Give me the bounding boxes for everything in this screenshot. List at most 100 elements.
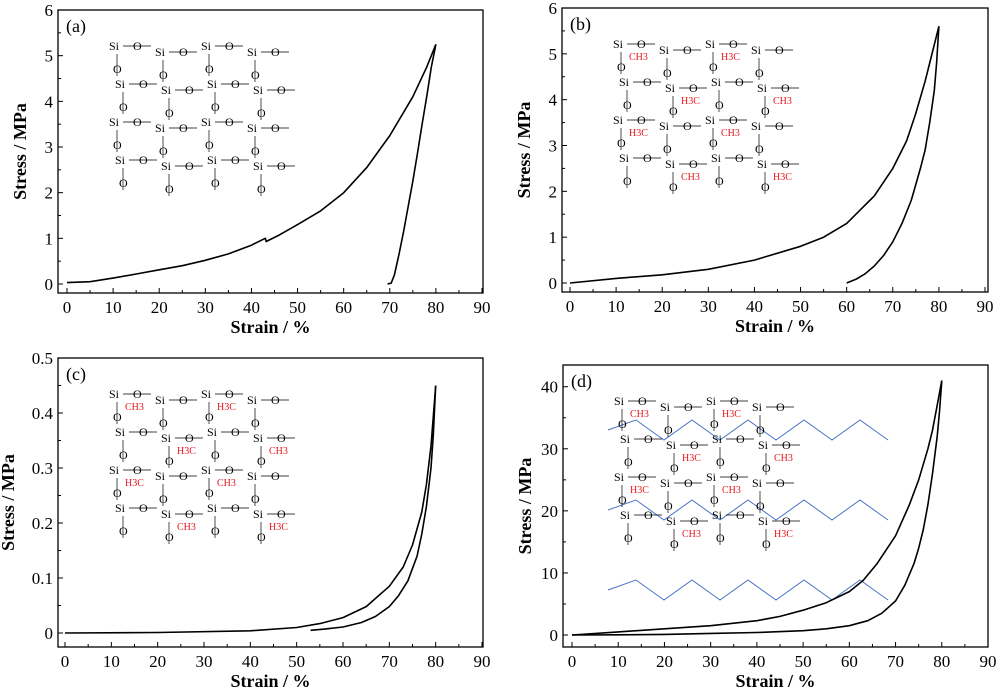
x-tick-label: 40: [748, 652, 765, 671]
x-tick-label: 70: [381, 652, 398, 671]
atom-o: O: [775, 119, 784, 133]
x-tick-label: 40: [242, 652, 259, 671]
atom-si: Si: [109, 463, 120, 477]
loading-curve: [64, 385, 437, 634]
panel-label: (a): [66, 16, 86, 37]
y-tick-label: 10: [541, 564, 558, 583]
atom-o: O: [225, 463, 234, 477]
methyl-group: H3C: [721, 52, 740, 63]
atom-si: Si: [155, 393, 166, 407]
atom-si: Si: [115, 77, 126, 91]
atom-o: O: [624, 531, 633, 545]
x-axis-label: Strain / %: [230, 317, 310, 337]
x-tick-label: 0: [63, 298, 72, 317]
atom-o: O: [139, 153, 148, 167]
loading-curve: [66, 44, 437, 284]
atom-o: O: [669, 180, 678, 194]
atom-o: O: [756, 499, 765, 513]
x-tick-label: 0: [566, 297, 575, 316]
atom-o: O: [205, 138, 214, 152]
x-axis-label: Strain / %: [735, 671, 815, 691]
atom-o: O: [277, 431, 286, 445]
atom-o: O: [113, 62, 122, 76]
atom-o: O: [762, 537, 771, 551]
x-tick-label: 10: [610, 652, 627, 671]
x-tick-label: 80: [427, 652, 444, 671]
atom-o: O: [113, 138, 122, 152]
methyl-group: CH3: [774, 453, 793, 464]
x-tick-label: 50: [792, 297, 809, 316]
x-tick-label: 20: [149, 652, 166, 671]
panel-label: (b): [570, 14, 591, 35]
atom-o: O: [205, 410, 214, 424]
atom-si: Si: [758, 438, 769, 452]
x-tick-label: 20: [151, 298, 168, 317]
atom-o: O: [736, 508, 745, 522]
atom-o: O: [133, 39, 142, 53]
atom-o: O: [185, 83, 194, 97]
atom-si: Si: [666, 514, 677, 528]
atom-o: O: [663, 142, 672, 156]
x-tick-label: 80: [930, 297, 947, 316]
atom-o: O: [257, 106, 266, 120]
atom-si: Si: [115, 153, 126, 167]
atom-o: O: [165, 182, 174, 196]
atom-si: Si: [752, 476, 763, 490]
atom-o: O: [133, 115, 142, 129]
atom-si: Si: [705, 113, 716, 127]
atom-o: O: [211, 524, 220, 538]
y-axis-label: Stress / MPa: [514, 102, 534, 199]
x-tick-label: 60: [335, 652, 352, 671]
atom-o: O: [781, 81, 790, 95]
atom-o: O: [756, 423, 765, 437]
atom-o: O: [271, 121, 280, 135]
atom-o: O: [715, 174, 724, 188]
atom-o: O: [781, 157, 790, 171]
chart-panel-c: 0 10 20 30 40 50 60 70 80 90 0 0.1 0.2 0.3 0.4 0.5 Strai…: [0, 349, 491, 691]
atom-o: O: [257, 182, 266, 196]
atom-o: O: [211, 176, 220, 190]
atom-o: O: [684, 476, 693, 490]
atom-si: Si: [253, 83, 264, 97]
atom-o: O: [617, 136, 626, 150]
atom-si: Si: [705, 37, 716, 51]
polymer-chain: [607, 419, 889, 441]
methyl-group: H3C: [177, 446, 196, 457]
y-tick-label: 1: [549, 228, 558, 247]
methyl-group: H3C: [629, 128, 648, 139]
methyl-group: H3C: [774, 529, 793, 540]
atom-o: O: [729, 37, 738, 51]
atom-o: O: [716, 455, 725, 469]
atom-o: O: [139, 501, 148, 515]
atom-si: Si: [253, 159, 264, 173]
atom-o: O: [782, 438, 791, 452]
atom-o: O: [159, 144, 168, 158]
y-tick-label: 0: [45, 624, 54, 643]
atom-o: O: [271, 45, 280, 59]
x-tick-label: 50: [795, 652, 812, 671]
atom-o: O: [715, 98, 724, 112]
atom-o: O: [709, 60, 718, 74]
atom-si: Si: [253, 507, 264, 521]
atom-si: Si: [706, 394, 717, 408]
x-tick-label: 50: [288, 652, 305, 671]
atom-si: Si: [665, 157, 676, 171]
atom-si: Si: [155, 45, 166, 59]
x-tick-label: 20: [656, 652, 673, 671]
atom-o: O: [735, 151, 744, 165]
atom-o: O: [643, 151, 652, 165]
methyl-group: H3C: [682, 453, 701, 464]
atom-o: O: [165, 106, 174, 120]
atom-o: O: [644, 432, 653, 446]
atom-o: O: [710, 417, 719, 431]
atom-o: O: [185, 159, 194, 173]
atom-si: Si: [711, 75, 722, 89]
panel-label: (d): [571, 371, 592, 392]
atom-si: Si: [247, 469, 258, 483]
x-tick-label: 60: [838, 297, 855, 316]
atom-o: O: [225, 115, 234, 129]
chart-panel-b: 0 10 20 30 40 50 60 70 80 90 0 1 2 3 4 5 6 Strain / % Stre…: [514, 0, 994, 336]
